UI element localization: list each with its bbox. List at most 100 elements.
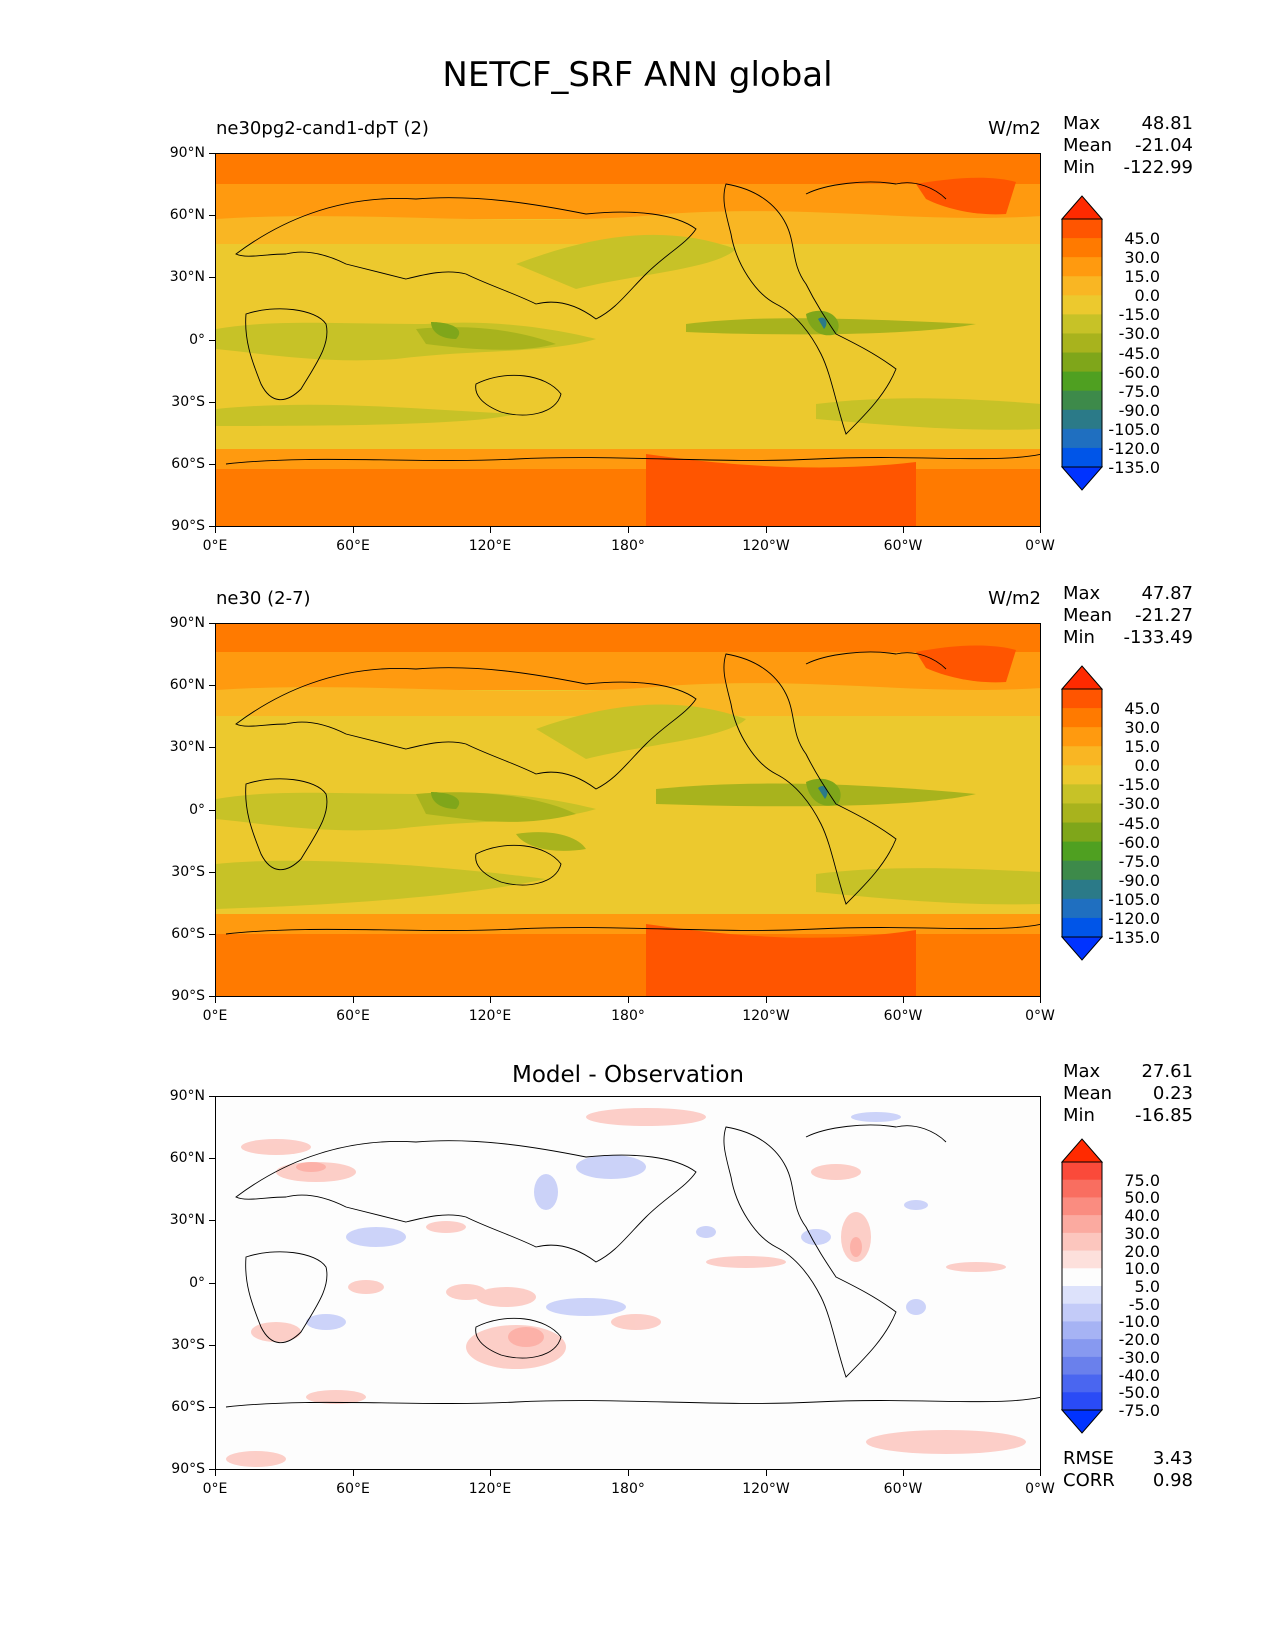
- lon-tick: 180°: [611, 1481, 645, 1497]
- lat-tick: 90°S: [171, 518, 205, 534]
- lat-tick: 60°S: [171, 926, 205, 942]
- colorbar-tick-label: -75.0: [1118, 381, 1160, 401]
- colorbar-tick-label: 5.0: [1134, 1277, 1160, 1296]
- corr-value: 0.98: [1152, 1470, 1193, 1491]
- colorbar-swatch: [1062, 257, 1102, 277]
- stat-max-label: Max: [1063, 583, 1101, 604]
- lat-tick: 90°N: [169, 145, 205, 161]
- colorbar-tick-label: 45.0: [1124, 229, 1160, 249]
- stat-min-label: Min: [1063, 157, 1095, 178]
- lat-tick: 0°: [189, 802, 205, 818]
- panel-2-units: W/m2: [988, 588, 1041, 609]
- colorbar-outline: [1061, 688, 1103, 938]
- lon-tick: 180°: [611, 1008, 645, 1024]
- lat-tick: 30°N: [169, 1212, 205, 1228]
- lon-tick: 60°E: [336, 538, 370, 554]
- colorbar-tick-label: 30.0: [1124, 718, 1160, 738]
- colorbar-swatch: [1062, 390, 1102, 411]
- colorbar-tick-label: -120.0: [1108, 908, 1160, 928]
- colorbar-swatch: [1062, 1321, 1102, 1340]
- panel-3-title: Model - Observation: [511, 1062, 745, 1088]
- colorbar-swatch: [1062, 1250, 1102, 1269]
- colorbar-tick-label: -75.0: [1118, 1401, 1160, 1420]
- colorbar-swatch: [1062, 708, 1102, 728]
- colorbar-overflow-high: [1060, 195, 1104, 220]
- panel-3-rmse-corr: RMSE 3.43 CORR 0.98: [1063, 1448, 1193, 1492]
- colorbar-tick-label: -90.0: [1118, 870, 1160, 890]
- colorbar-tick-label: -45.0: [1118, 813, 1160, 833]
- colorbar-swatch: [1062, 409, 1102, 430]
- colorbar-swatch: [1062, 841, 1102, 862]
- colorbar-swatch: [1062, 352, 1102, 373]
- lon-tick: 0°W: [1025, 1008, 1055, 1024]
- lon-tick: 0°W: [1025, 1481, 1055, 1497]
- colorbar-swatch: [1062, 765, 1102, 785]
- colorbar-tick-label: -10.0: [1118, 1312, 1160, 1332]
- colorbar-tick-label: -120.0: [1108, 438, 1160, 458]
- colorbar-swatch: [1062, 1303, 1102, 1322]
- stat-mean-value: -21.27: [1134, 605, 1193, 626]
- colorbar-tick-label: -75.0: [1118, 851, 1160, 871]
- colorbar-tick-label: -105.0: [1108, 889, 1160, 909]
- colorbar-tick-label: -105.0: [1108, 419, 1160, 439]
- colorbar-tick-label: -15.0: [1118, 305, 1160, 325]
- panel-3-stats: Max 27.61 Mean 0.23 Min -16.85: [1063, 1061, 1193, 1127]
- colorbar-tick-label: -40.0: [1118, 1365, 1160, 1385]
- lat-tick: 90°S: [171, 988, 205, 1004]
- colorbar-tick-label: 15.0: [1124, 737, 1160, 757]
- colorbar-tick-label: -60.0: [1118, 362, 1160, 382]
- colorbar-swatch: [1062, 276, 1102, 296]
- figure-title: NETCF_SRF ANN global: [442, 55, 833, 95]
- colorbar-swatches: [1060, 665, 1104, 961]
- colorbar-tick-label: -135.0: [1108, 928, 1160, 947]
- lat-tick: 30°S: [171, 1337, 205, 1353]
- panel-1-stats: Max 48.81 Mean -21.04 Min -122.99: [1063, 113, 1193, 179]
- colorbar-swatch: [1062, 898, 1102, 919]
- colorbar-swatch: [1062, 1356, 1102, 1376]
- stat-min-value: -133.49: [1123, 627, 1193, 648]
- stat-max-value: 47.87: [1141, 583, 1193, 604]
- colorbar-overflow-high: [1060, 1138, 1104, 1163]
- panel-1-units: W/m2: [988, 118, 1041, 139]
- lat-tick: 30°N: [169, 739, 205, 755]
- lon-tick: 60°W: [883, 1481, 923, 1497]
- colorbar-tick-label: 10.0: [1124, 1259, 1160, 1279]
- lon-tick: 120°W: [742, 538, 790, 554]
- colorbar-tick-label: -45.0: [1118, 343, 1160, 363]
- stat-max-value: 27.61: [1141, 1061, 1193, 1082]
- colorbar-swatch: [1062, 689, 1102, 709]
- colorbar-tick-label: 20.0: [1124, 1241, 1160, 1261]
- lon-tick: 120°E: [468, 1481, 512, 1497]
- lat-tick: 90°N: [169, 1088, 205, 1104]
- colorbar-tick-label: -90.0: [1118, 400, 1160, 420]
- colorbar-swatch: [1062, 1215, 1102, 1234]
- lat-tick: 0°: [189, 1275, 205, 1291]
- colorbar-swatch: [1062, 447, 1102, 468]
- colorbar-tick-label: -60.0: [1118, 832, 1160, 852]
- colorbar-swatch: [1062, 295, 1102, 315]
- colorbar-swatch: [1062, 333, 1102, 354]
- panel-1-colorbar: 45.0 30.0 15.0 0.0 -15.0 -30.0 -45.0 -60.0 -75.0…: [1060, 195, 1210, 495]
- colorbar-tick-label: 0.0: [1134, 756, 1160, 776]
- lat-tick: 30°S: [171, 864, 205, 880]
- colorbar-swatch: [1062, 1162, 1102, 1181]
- stat-mean-label: Mean: [1063, 605, 1113, 626]
- colorbar-swatch: [1062, 803, 1102, 824]
- lon-tick: 0°E: [202, 538, 228, 554]
- lat-tick: 90°S: [171, 1461, 205, 1477]
- rmse-value: 3.43: [1152, 1448, 1193, 1469]
- colorbar-tick-label: 50.0: [1124, 1188, 1160, 1208]
- colorbar-tick-label: 15.0: [1124, 267, 1160, 287]
- stat-min-label: Min: [1063, 627, 1095, 648]
- lon-tick: 60°W: [883, 538, 923, 554]
- colorbar-tick-label: -30.0: [1118, 324, 1160, 344]
- panel-2-colorbar: 45.0 30.0 15.0 0.0 -15.0 -30.0 -45.0 -60.0 -75.0…: [1060, 665, 1210, 965]
- colorbar-swatch: [1062, 1286, 1102, 1305]
- colorbar-swatch: [1062, 238, 1102, 258]
- colorbar-swatch: [1062, 822, 1102, 843]
- lat-tick: 0°: [189, 332, 205, 348]
- stat-min-value: -16.85: [1134, 1105, 1193, 1126]
- lat-tick: 30°S: [171, 394, 205, 410]
- panel-1-map: [215, 153, 1041, 527]
- lat-tick: 60°N: [169, 1150, 205, 1166]
